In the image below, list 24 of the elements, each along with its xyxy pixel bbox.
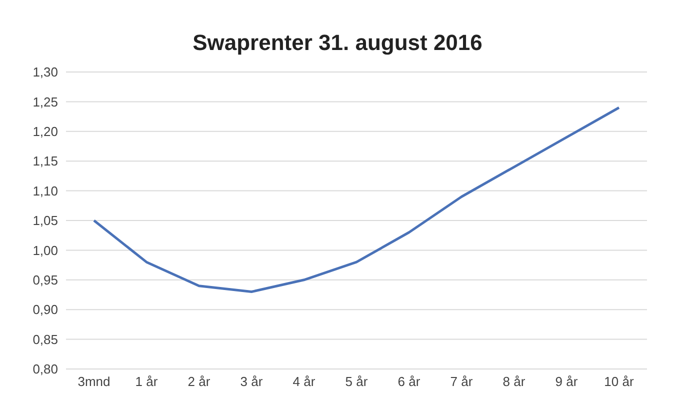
x-tick-label: 4 år	[292, 374, 316, 390]
y-tick-label: 1,30	[32, 64, 58, 80]
chart-title: Swaprenter 31. august 2016	[192, 29, 484, 57]
y-tick-label: 1,10	[32, 183, 58, 198]
x-tick-label: 1 år	[135, 374, 158, 390]
line-series	[92, 106, 620, 294]
y-tick-label: 0,85	[32, 332, 58, 347]
x-tick-label: 9 år	[555, 374, 578, 390]
y-tick-label: 0,80	[32, 362, 58, 377]
y-tick-label: 1,05	[32, 213, 58, 228]
x-tick-label: 7 år	[450, 374, 474, 390]
y-tick-label: 0,95	[32, 272, 58, 288]
x-tick-label: 8 år	[502, 374, 526, 390]
x-tick-label: 2 år	[188, 374, 211, 390]
x-tick-label: 6 år	[398, 374, 421, 390]
x-tick-label: 5 år	[345, 374, 368, 390]
y-tick-label: 0,90	[32, 302, 58, 318]
y-tick-label: 1,15	[32, 154, 58, 169]
y-tick-label: 1,20	[32, 124, 58, 140]
y-tick-label: 1,25	[32, 94, 58, 110]
x-tick-label: 3mnd	[78, 374, 110, 390]
x-tick-label: 10 år	[604, 374, 634, 390]
x-tick-label: 3 år	[240, 374, 264, 390]
y-tick-label: 1,00	[32, 242, 58, 258]
